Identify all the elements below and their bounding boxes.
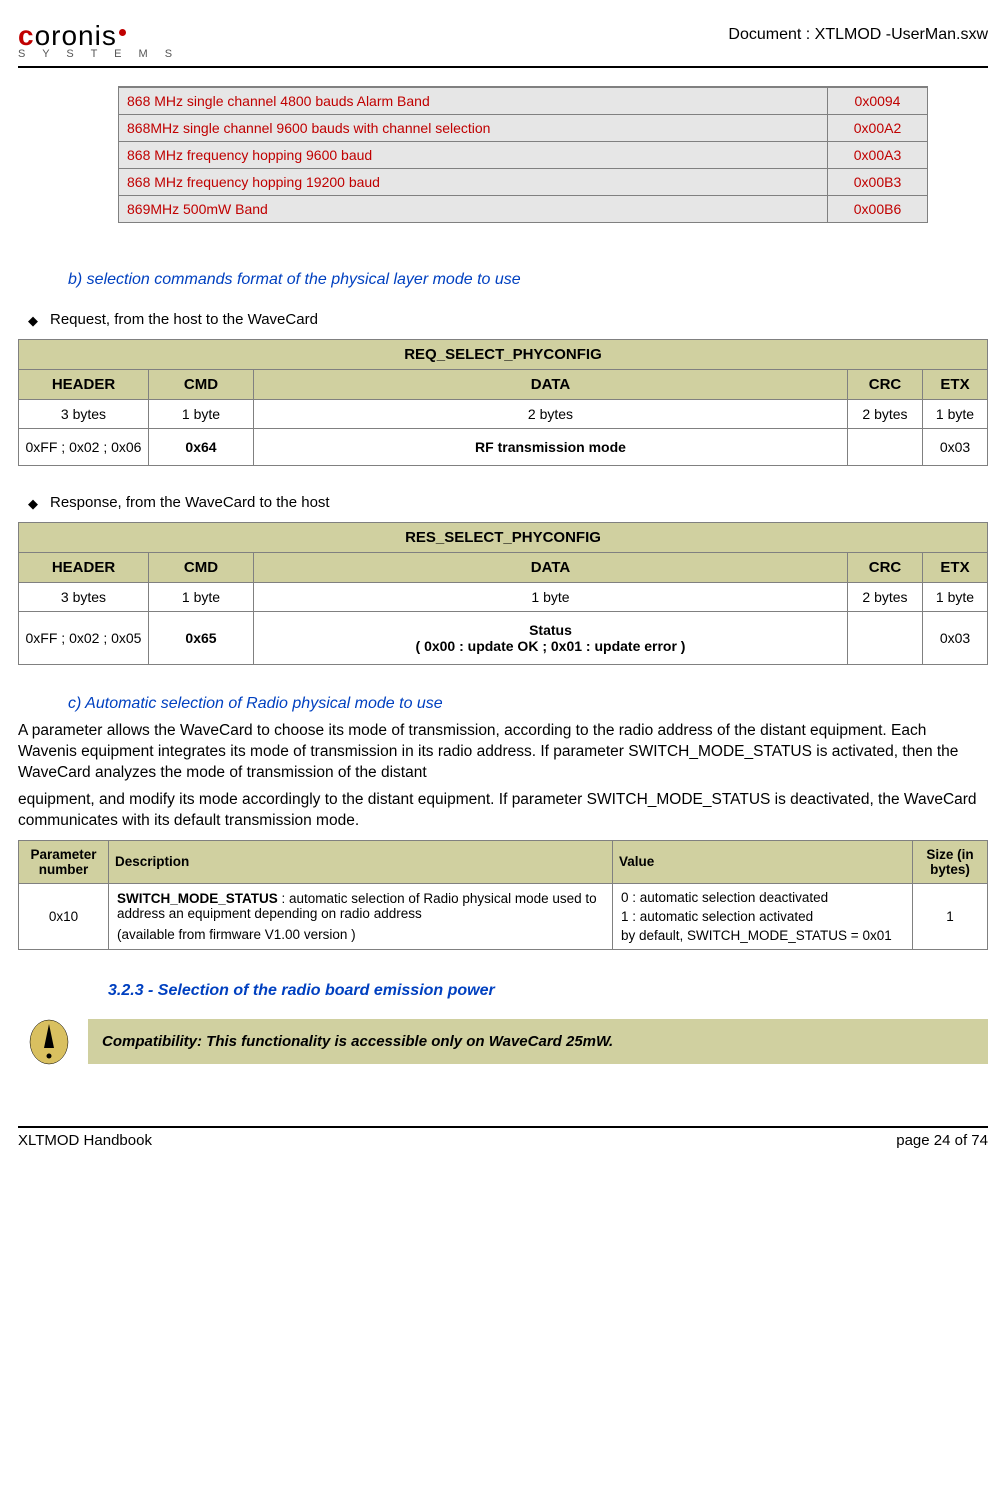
param-h1: Parameter number <box>19 840 109 883</box>
bytes-cell: 1 byte <box>923 583 988 612</box>
col-header: HEADER <box>19 370 149 400</box>
table-row: 869MHz 500mW Band0x00B6 <box>119 196 928 223</box>
bytes-cell: 2 bytes <box>848 583 923 612</box>
col-header: CMD <box>149 370 254 400</box>
request-label: Request, from the host to the WaveCard <box>50 311 318 328</box>
para-2: equipment, and modify its mode according… <box>18 790 988 832</box>
res-data-val: Status ( 0x00 : update OK ; 0x01 : updat… <box>254 612 848 665</box>
req-title: REQ_SELECT_PHYCONFIG <box>19 340 988 370</box>
bytes-cell: 1 byte <box>254 583 848 612</box>
res-data-l2: ( 0x00 : update OK ; 0x01 : update error… <box>260 638 841 654</box>
param-desc-note: (available from firmware V1.00 version ) <box>117 927 604 942</box>
value-cell: RF transmission mode <box>254 429 848 466</box>
value-cell: 0x64 <box>149 429 254 466</box>
value-cell: 0x03 <box>923 429 988 466</box>
bytes-cell: 2 bytes <box>254 400 848 429</box>
param-h4: Size (in bytes) <box>913 840 988 883</box>
bytes-cell: 3 bytes <box>19 400 149 429</box>
res-title: RES_SELECT_PHYCONFIG <box>19 523 988 553</box>
logo: coronis S Y S T E M S <box>18 20 179 60</box>
res-data-l1: Status <box>260 622 841 638</box>
param-value: 0 : automatic selection deactivated 1 : … <box>613 883 913 949</box>
section-b-heading: b) selection commands format of the phys… <box>68 271 988 289</box>
band-code: 0x0094 <box>828 87 928 115</box>
col-header: CMD <box>149 553 254 583</box>
param-val-l2: 1 : automatic selection activated <box>621 909 904 924</box>
res-table: RES_SELECT_PHYCONFIG HEADERCMDDATACRCETX… <box>18 522 988 665</box>
bytes-cell: 1 byte <box>149 583 254 612</box>
param-val-l1: 0 : automatic selection deactivated <box>621 890 904 905</box>
table-row: 868MHz single channel 9600 bauds with ch… <box>119 115 928 142</box>
param-desc-bold: SWITCH_MODE_STATUS <box>117 891 278 906</box>
band-code: 0x00A3 <box>828 142 928 169</box>
band-desc: 868 MHz frequency hopping 9600 baud <box>119 142 828 169</box>
section-323-heading: 3.2.3 - Selection of the radio board emi… <box>108 982 988 1000</box>
col-header: DATA <box>254 370 848 400</box>
diamond-icon: ◆ <box>28 496 38 512</box>
param-size: 1 <box>913 883 988 949</box>
diamond-icon: ◆ <box>28 313 38 329</box>
res-cmd-val: 0x65 <box>149 612 254 665</box>
compatibility-box: Compatibility: This functionality is acc… <box>28 1018 988 1066</box>
table-row: 868 MHz frequency hopping 19200 baud0x00… <box>119 169 928 196</box>
table-row: 868 MHz frequency hopping 9600 baud0x00A… <box>119 142 928 169</box>
response-label: Response, from the WaveCard to the host <box>50 494 330 511</box>
band-desc: 868MHz single channel 9600 bauds with ch… <box>119 115 828 142</box>
band-desc: 868 MHz single channel 4800 bauds Alarm … <box>119 87 828 115</box>
band-desc: 869MHz 500mW Band <box>119 196 828 223</box>
bytes-cell: 1 byte <box>149 400 254 429</box>
col-header: CRC <box>848 553 923 583</box>
col-header: CRC <box>848 370 923 400</box>
band-code: 0x00A2 <box>828 115 928 142</box>
logo-dot-icon <box>119 29 126 36</box>
value-cell <box>848 429 923 466</box>
para-1: A parameter allows the WaveCard to choos… <box>18 721 988 784</box>
band-table: 868 MHz single channel 4800 bauds Alarm … <box>118 86 928 223</box>
document-title: Document : XTLMOD -UserMan.sxw <box>728 26 988 44</box>
bytes-cell: 2 bytes <box>848 400 923 429</box>
res-header-val: 0xFF ; 0x02 ; 0x05 <box>19 612 149 665</box>
footer-right: page 24 of 74 <box>896 1132 988 1149</box>
band-code: 0x00B3 <box>828 169 928 196</box>
param-h2: Description <box>109 840 613 883</box>
table-row: 868 MHz single channel 4800 bauds Alarm … <box>119 87 928 115</box>
page-footer: XLTMOD Handbook page 24 of 74 <box>18 1126 988 1149</box>
bytes-cell: 3 bytes <box>19 583 149 612</box>
param-num: 0x10 <box>19 883 109 949</box>
col-header: ETX <box>923 370 988 400</box>
band-code: 0x00B6 <box>828 196 928 223</box>
logo-subtitle: S Y S T E M S <box>18 48 179 60</box>
section-c-heading: c) Automatic selection of Radio physical… <box>68 695 988 713</box>
param-val-l3: by default, SWITCH_MODE_STATUS = 0x01 <box>621 928 904 943</box>
col-header: ETX <box>923 553 988 583</box>
param-h3: Value <box>613 840 913 883</box>
param-table: Parameter number Description Value Size … <box>18 840 988 950</box>
col-header: HEADER <box>19 553 149 583</box>
req-table: REQ_SELECT_PHYCONFIG HEADERCMDDATACRCETX… <box>18 339 988 466</box>
bytes-cell: 1 byte <box>923 400 988 429</box>
compatibility-text: Compatibility: This functionality is acc… <box>88 1019 988 1064</box>
band-desc: 868 MHz frequency hopping 19200 baud <box>119 169 828 196</box>
request-bullet: ◆ Request, from the host to the WaveCard <box>28 311 988 329</box>
col-header: DATA <box>254 553 848 583</box>
footer-left: XLTMOD Handbook <box>18 1132 152 1149</box>
warning-icon <box>28 1018 70 1066</box>
value-cell: 0xFF ; 0x02 ; 0x06 <box>19 429 149 466</box>
page-header: coronis S Y S T E M S Document : XTLMOD … <box>18 20 988 68</box>
res-etx-val: 0x03 <box>923 612 988 665</box>
param-desc: SWITCH_MODE_STATUS : automatic selection… <box>109 883 613 949</box>
res-crc-val <box>848 612 923 665</box>
response-bullet: ◆ Response, from the WaveCard to the hos… <box>28 494 988 512</box>
